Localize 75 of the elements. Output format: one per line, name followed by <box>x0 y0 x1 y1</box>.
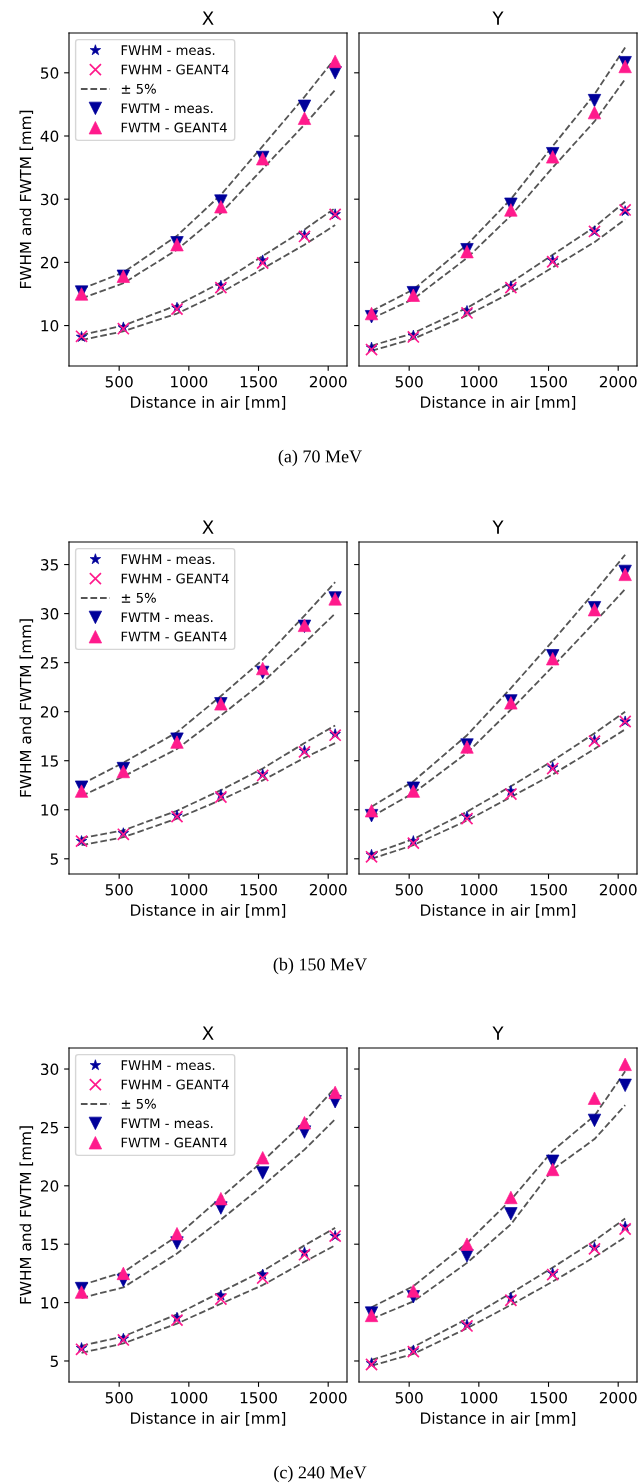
y-tick-label: 25 <box>40 657 58 669</box>
x-axis-title: Distance in air [mm] <box>421 1412 576 1426</box>
chart-title: Y <box>492 1026 504 1040</box>
x-tick-label: 1500 <box>530 1391 567 1404</box>
legend-label: FWTM - GEANT4 <box>121 1137 227 1148</box>
legend-label: FWTM - meas. <box>121 103 213 114</box>
legend-label: FWTM - GEANT4 <box>121 122 227 133</box>
x-tick-label: 500 <box>105 883 133 896</box>
x-tick-label: 500 <box>395 375 423 388</box>
y-tick-label: 30 <box>41 193 59 206</box>
y-tick-label: 30 <box>41 608 59 620</box>
x-tick-label: 1500 <box>240 1391 277 1404</box>
legend-label: FWHM - meas. <box>121 554 215 565</box>
legend-label: FWTM - meas. <box>121 612 213 623</box>
legend-label: ± 5% <box>121 1098 156 1109</box>
legend-label: FWHM - meas. <box>121 1060 215 1071</box>
x-tick-label: 500 <box>395 883 423 896</box>
y-tick-label: 30 <box>41 1063 59 1076</box>
x-tick-label: 2000 <box>309 1391 347 1404</box>
y-tick-label: 10 <box>41 320 59 332</box>
legend-label: ± 5% <box>121 592 156 603</box>
y-tick-label: 5 <box>50 1355 58 1367</box>
y-tick-label: 20 <box>40 706 59 718</box>
y-tick-label: 15 <box>41 1238 58 1251</box>
x-tick-label: 1500 <box>240 883 277 896</box>
y-tick-label: 15 <box>41 755 58 767</box>
chart-title: Y <box>492 520 504 534</box>
legend-label: FWTM - meas. <box>121 1118 213 1129</box>
x-tick-label: 2000 <box>309 883 347 896</box>
y-axis-title: FWHM and FWTM [mm] <box>19 110 34 288</box>
chart-title: X <box>202 1026 214 1040</box>
x-tick-label: 2000 <box>599 1391 637 1404</box>
text: (c) 240 MeV <box>274 1465 367 1483</box>
x-tick-label: 500 <box>105 1391 133 1404</box>
x-tick-label: 1000 <box>171 1391 208 1404</box>
y-tick-label: 5 <box>50 853 58 865</box>
x-tick-label: 1500 <box>530 883 567 896</box>
chart-title: X <box>202 11 214 25</box>
y-tick-label: 10 <box>41 1297 59 1309</box>
y-tick-label: 50 <box>41 67 59 79</box>
y-tick-label: 10 <box>41 804 59 816</box>
x-tick-label: 1000 <box>171 883 208 896</box>
x-axis-title: Distance in air [mm] <box>421 904 576 918</box>
text: (b) 150 MeV <box>273 957 367 975</box>
x-tick-label: 500 <box>395 1391 423 1404</box>
x-axis-title: Distance in air [mm] <box>131 904 286 918</box>
x-tick-label: 1500 <box>530 375 567 388</box>
legend-label: FWHM - GEANT4 <box>121 64 229 75</box>
x-tick-label: 1000 <box>461 1391 498 1404</box>
x-tick-label: 500 <box>105 375 133 388</box>
chart-title: X <box>202 520 214 534</box>
y-axis-title: FWHM and FWTM [mm] <box>19 619 34 797</box>
x-tick-label: 1000 <box>461 375 498 388</box>
y-tick-label: 25 <box>40 1121 58 1134</box>
legend-label: FWHM - GEANT4 <box>121 1079 229 1090</box>
y-axis-title: FWHM and FWTM [mm] <box>19 1126 34 1304</box>
x-axis-title: Distance in air [mm] <box>131 1412 286 1426</box>
y-tick-label: 20 <box>40 256 59 269</box>
legend-label: ± 5% <box>121 83 156 94</box>
x-tick-label: 1000 <box>171 375 208 388</box>
legend-label: FWTM - GEANT4 <box>121 631 227 642</box>
x-axis-title: Distance in air [mm] <box>421 396 576 410</box>
legend-label: FWHM - GEANT4 <box>121 573 229 584</box>
y-tick-label: 35 <box>41 559 58 571</box>
x-tick-label: 2000 <box>309 375 347 388</box>
text: (a) 70 MeV <box>278 449 362 467</box>
chart-title: Y <box>492 11 504 25</box>
x-tick-label: 2000 <box>599 883 637 896</box>
legend-label: FWHM - meas. <box>121 45 215 56</box>
x-tick-label: 1000 <box>461 883 498 896</box>
x-tick-label: 1500 <box>240 375 277 388</box>
y-tick-label: 40 <box>40 130 59 143</box>
y-tick-label: 20 <box>40 1180 59 1192</box>
x-tick-label: 2000 <box>599 375 637 388</box>
x-axis-title: Distance in air [mm] <box>131 396 286 410</box>
